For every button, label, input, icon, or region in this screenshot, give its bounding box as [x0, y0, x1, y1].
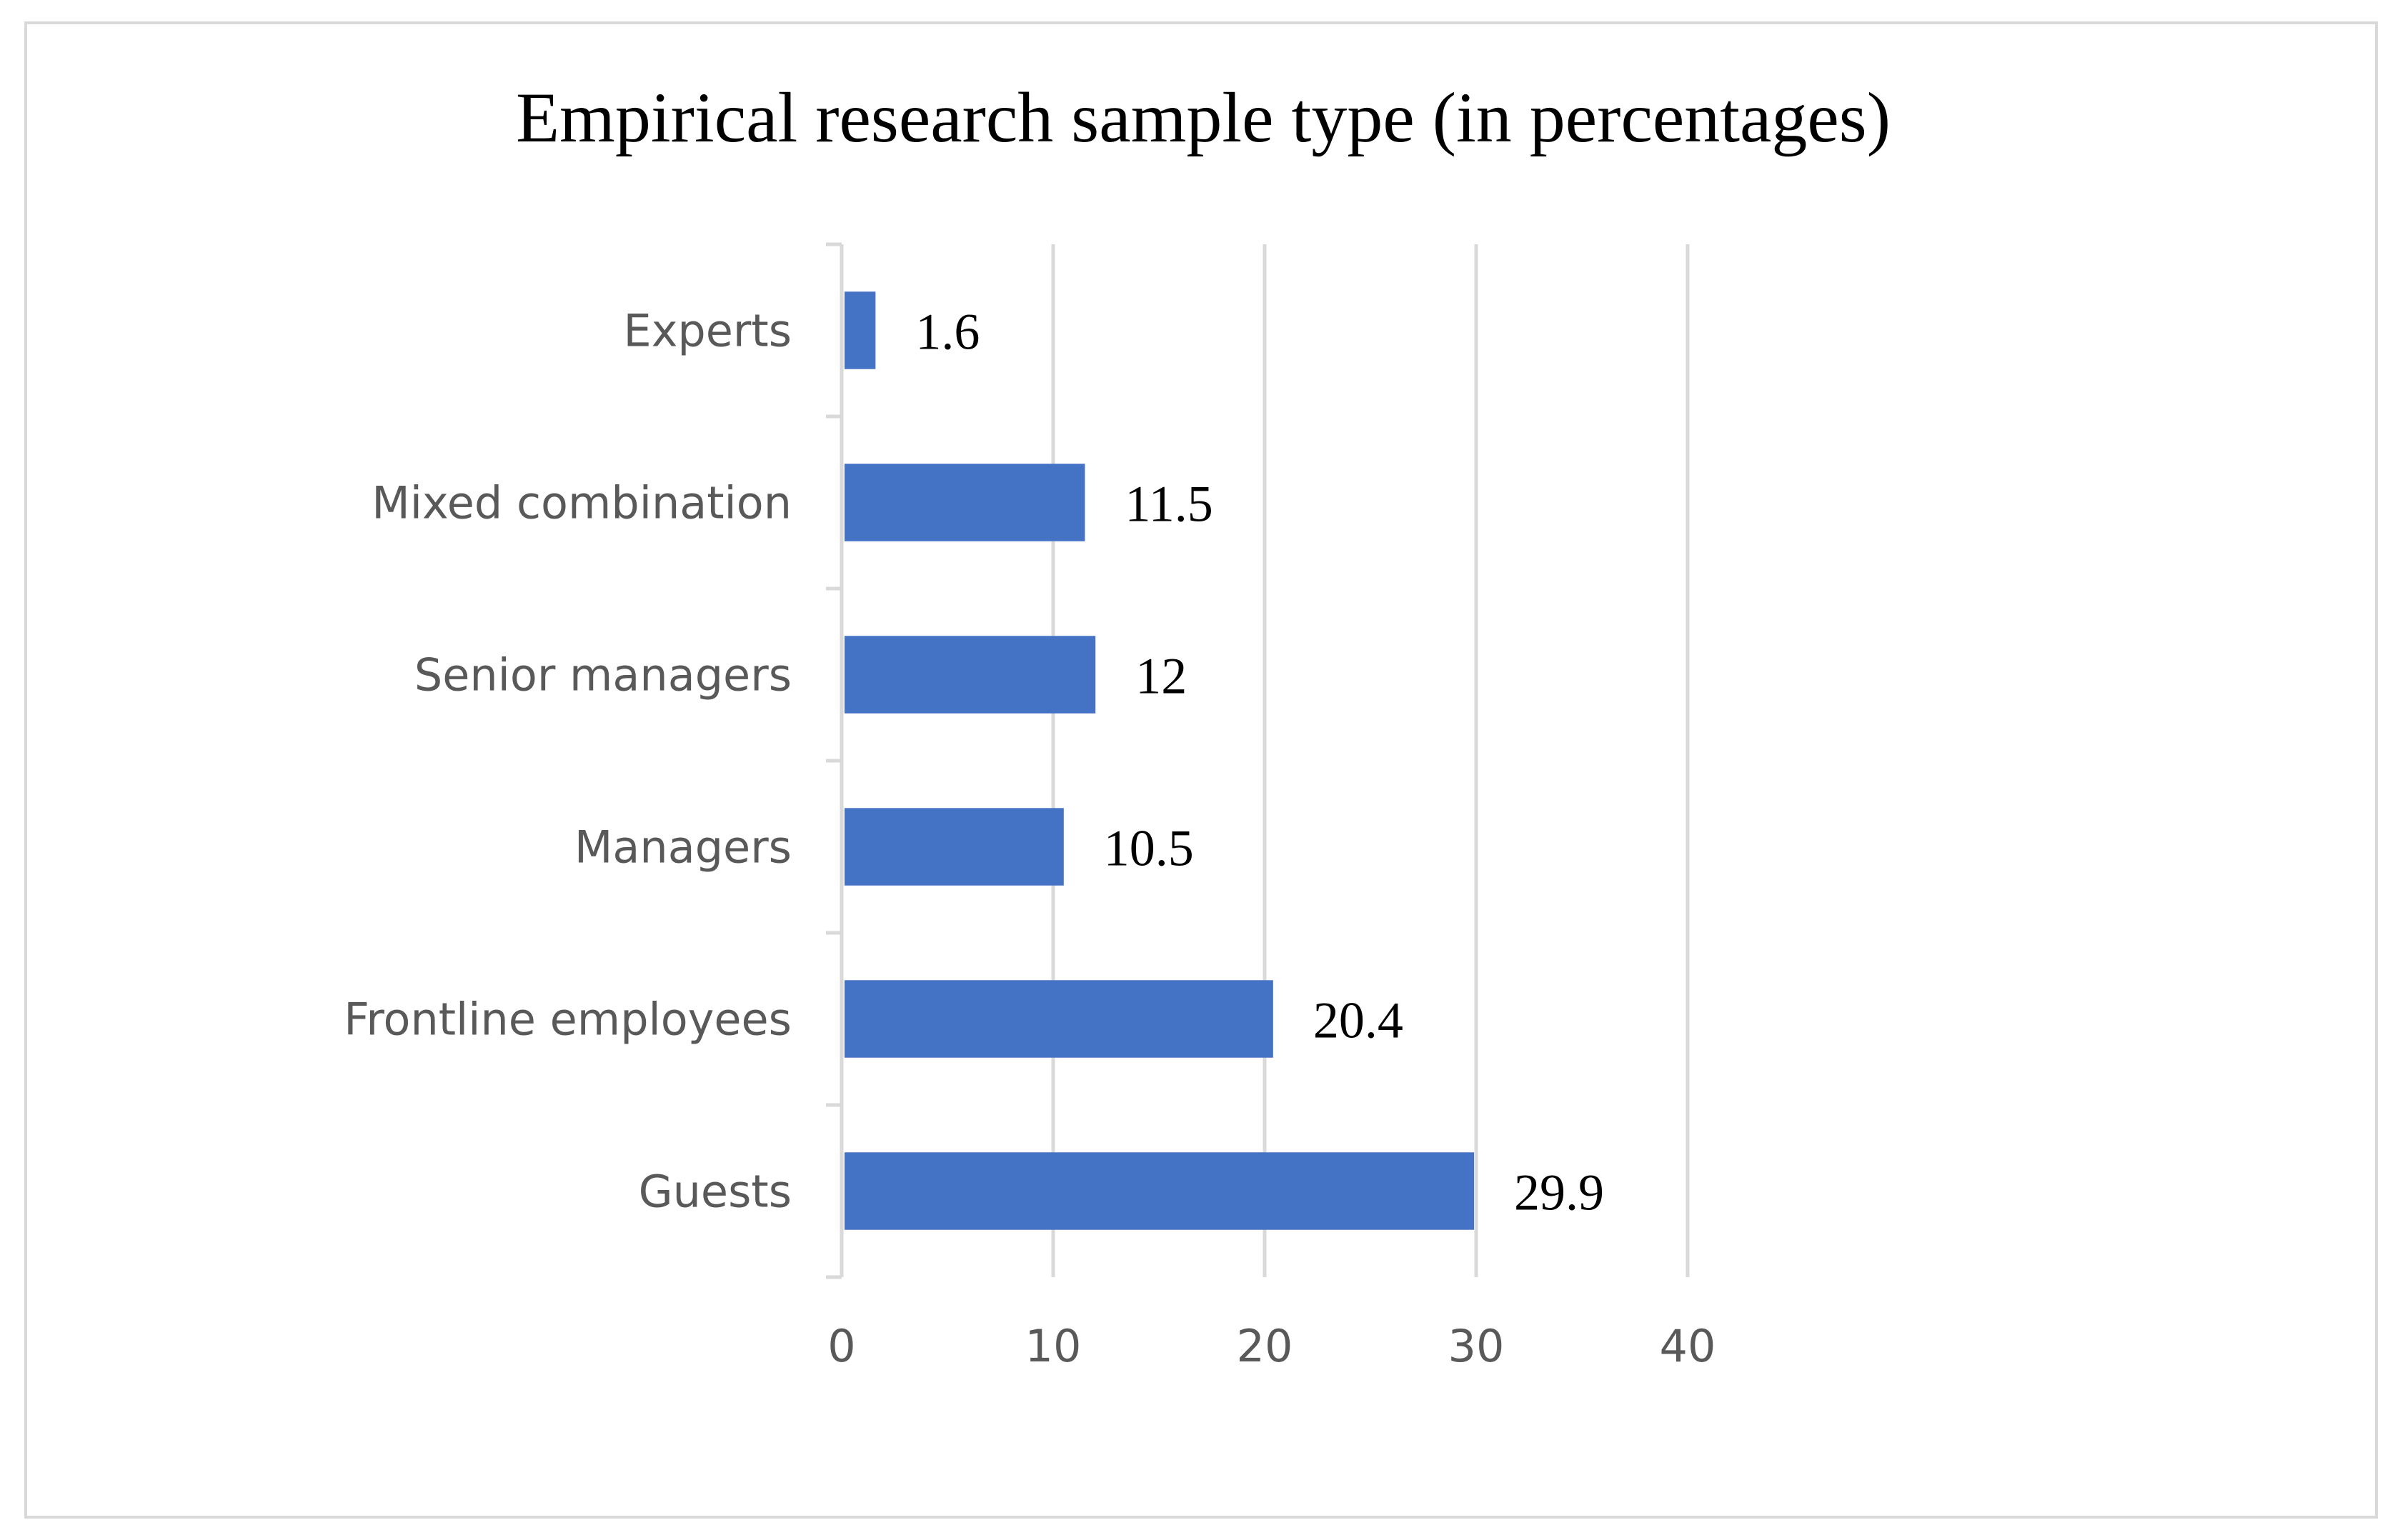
chart-title: Empirical research sample type (in perce… [516, 78, 1891, 157]
category-label: Managers [574, 821, 792, 874]
label-layer: 0 10 20 30 40 Experts 1.6 Mixed combination 11.5… [344, 304, 1716, 1373]
category-label: Guests [639, 1166, 792, 1218]
bar [845, 636, 1096, 714]
x-tick-label: 20 [1237, 1320, 1293, 1372]
data-label: 12 [1135, 648, 1187, 705]
data-label: 10.5 [1104, 820, 1194, 877]
data-label: 29.9 [1514, 1164, 1604, 1221]
category-label: Senior managers [414, 649, 792, 701]
chart-border [24, 21, 2378, 1519]
axis-layer [826, 242, 844, 1279]
category-label: Frontline employees [344, 994, 792, 1046]
x-tick-label: 30 [1448, 1320, 1505, 1372]
data-label: 20.4 [1313, 992, 1403, 1049]
data-label: 1.6 [915, 304, 980, 361]
bar [845, 808, 1064, 886]
x-tick-label: 10 [1025, 1320, 1082, 1372]
data-label: 11.5 [1125, 476, 1213, 533]
bar [845, 291, 876, 369]
bar [845, 1152, 1475, 1230]
x-tick-label: 0 [827, 1320, 855, 1372]
category-label: Mixed combination [372, 477, 792, 529]
bar-layer [845, 291, 1475, 1230]
bar [845, 980, 1273, 1058]
grid-layer [1051, 244, 1690, 1277]
bar [845, 464, 1085, 541]
category-label: Experts [624, 305, 792, 357]
x-tick-label: 40 [1660, 1320, 1716, 1372]
